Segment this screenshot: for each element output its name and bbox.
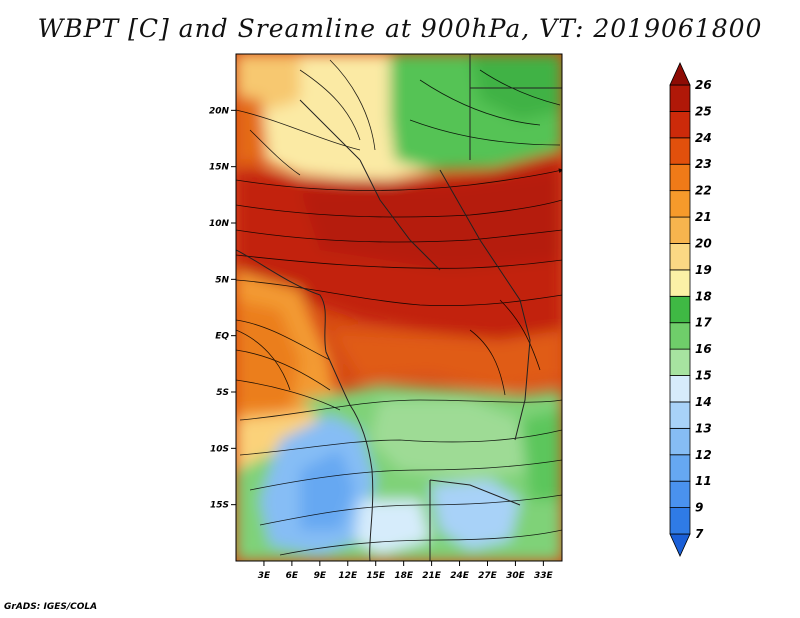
y-tick-label: 5S [216,388,229,398]
colorbar-label: 17 [695,316,712,330]
y-tick-label: EQ [215,332,229,342]
colorbar-label: 9 [695,501,703,515]
y-tick-label: 10N [209,219,230,229]
colorbar-segment [669,269,691,297]
x-tick-label: 12E [338,571,358,581]
y-tick-label: 5N [215,275,229,285]
colorbar-segment [669,216,691,244]
colorbar-label: 23 [695,157,712,171]
colorbar-segment [669,190,691,218]
colorbar-label: 26 [695,78,712,92]
x-tick-label: 6E [286,571,299,581]
colorbar-label: 25 [695,104,712,118]
colorbar-label: 21 [695,210,712,224]
x-tick-label: 30E [506,571,526,581]
colorbar-label: 24 [695,131,712,145]
y-axis: 20N 15N 10N 5N EQ 5S 10S 15S [209,106,236,511]
colorbar-segment [669,243,691,271]
colorbar-segment [669,163,691,192]
x-tick-label: 18E [394,571,414,581]
colorbar-label: 20 [695,236,712,250]
y-tick-label: 10S [210,444,229,454]
colorbar-label: 22 [695,184,712,198]
plot-frame [235,53,563,562]
coastlines [236,54,562,561]
colorbar-segment [669,84,691,112]
colorbar-segment [669,295,691,324]
colorbar-segment [669,322,691,350]
colorbar-segment [669,401,691,429]
colorbar-label: 15 [695,369,712,383]
x-tick-label: 3E [258,571,271,581]
x-tick-label: 9E [314,571,327,581]
x-axis: 3E 6E 9E 12E 15E 18E 21E 24E 27E 30E 33E [258,561,554,581]
colorbar-segment [669,375,691,403]
colorbar-label: 19 [695,263,712,277]
colorbar-segment [669,137,691,165]
colorbar-segment [669,507,691,535]
colorbar-segment [669,348,691,376]
colorbar-segment [669,62,691,86]
colorbar-label: 12 [695,448,712,462]
chart-title: WBPT [C] and Sreamline at 900hPa, VT: 20… [37,14,763,43]
streamlines [236,59,562,556]
colorbar-label: 16 [695,342,712,356]
x-tick-label: 21E [422,571,442,581]
x-tick-label: 15E [366,571,386,581]
x-tick-label: 33E [534,571,554,581]
colorbar-segment [669,480,691,508]
colorbar-label: 13 [695,421,712,435]
grads-credit: GrADS: IGES/COLA [4,602,98,612]
y-tick-label: 15N [209,163,230,173]
x-tick-label: 24E [450,571,470,581]
colorbar-label: 11 [695,474,712,488]
colorbar-label: 7 [695,527,704,541]
colorbar-segment [669,533,691,557]
y-tick-label: 15S [210,501,229,511]
colorbar-segment [669,454,691,482]
y-tick-label: 20N [209,106,230,116]
colorbar: 7 9 11 12 13 14 15 16 17 18 19 20 21 22 23 24 25 26 [669,62,712,557]
x-tick-label: 27E [478,571,498,581]
wbpt-field [236,54,562,561]
colorbar-label: 18 [695,289,712,303]
colorbar-label: 14 [695,395,712,409]
colorbar-segment [669,111,691,139]
colorbar-segment [669,427,691,456]
